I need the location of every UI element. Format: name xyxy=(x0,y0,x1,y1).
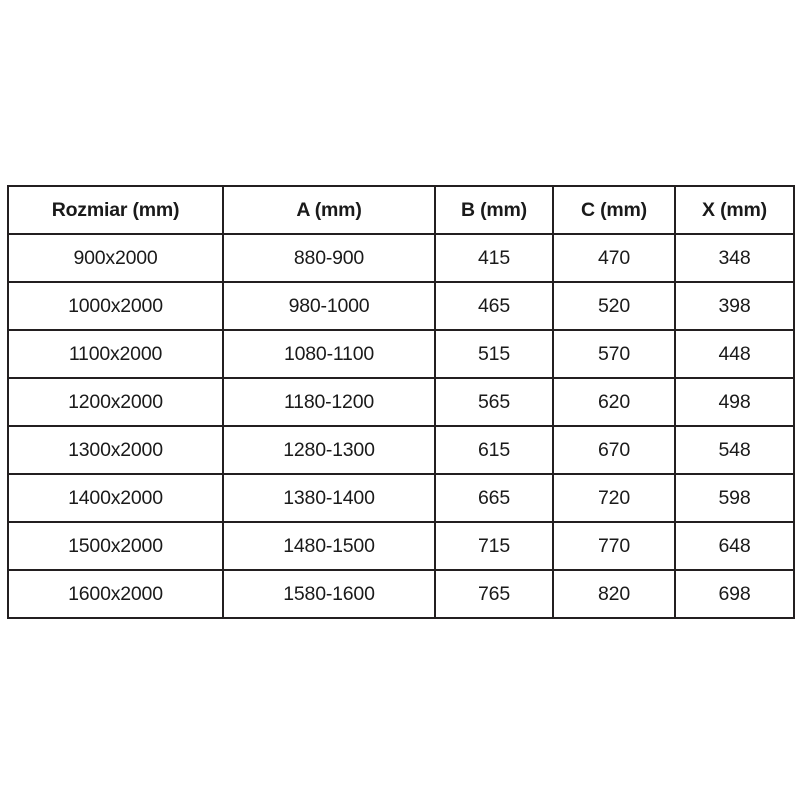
cell-size: 1500x2000 xyxy=(7,521,224,571)
cell-size: 1100x2000 xyxy=(7,329,224,379)
cell-b: 715 xyxy=(434,521,554,571)
cell-x: 398 xyxy=(674,281,795,331)
cell-b: 465 xyxy=(434,281,554,331)
cell-a: 980-1000 xyxy=(222,281,436,331)
column-header-size: Rozmiar (mm) xyxy=(7,185,224,235)
cell-size: 1000x2000 xyxy=(7,281,224,331)
table-row: 1600x2000 1580-1600 765 820 698 xyxy=(7,569,795,619)
cell-a: 1180-1200 xyxy=(222,377,436,427)
cell-size: 1400x2000 xyxy=(7,473,224,523)
table-header-row: Rozmiar (mm) A (mm) B (mm) C (mm) X (mm) xyxy=(7,185,795,235)
cell-size: 900x2000 xyxy=(7,233,224,283)
cell-b: 765 xyxy=(434,569,554,619)
cell-size: 1600x2000 xyxy=(7,569,224,619)
table-row: 1500x2000 1480-1500 715 770 648 xyxy=(7,521,795,571)
cell-c: 520 xyxy=(552,281,676,331)
column-header-a: A (mm) xyxy=(222,185,436,235)
cell-b: 665 xyxy=(434,473,554,523)
table-row: 900x2000 880-900 415 470 348 xyxy=(7,233,795,283)
cell-a: 1580-1600 xyxy=(222,569,436,619)
table-header: Rozmiar (mm) A (mm) B (mm) C (mm) X (mm) xyxy=(7,185,795,235)
cell-c: 670 xyxy=(552,425,676,475)
cell-b: 565 xyxy=(434,377,554,427)
column-header-x: X (mm) xyxy=(674,185,795,235)
table-row: 1300x2000 1280-1300 615 670 548 xyxy=(7,425,795,475)
cell-x: 648 xyxy=(674,521,795,571)
cell-c: 720 xyxy=(552,473,676,523)
cell-x: 498 xyxy=(674,377,795,427)
column-header-b: B (mm) xyxy=(434,185,554,235)
cell-a: 880-900 xyxy=(222,233,436,283)
cell-a: 1280-1300 xyxy=(222,425,436,475)
cell-a: 1380-1400 xyxy=(222,473,436,523)
cell-size: 1300x2000 xyxy=(7,425,224,475)
cell-b: 615 xyxy=(434,425,554,475)
cell-b: 515 xyxy=(434,329,554,379)
table-body: 900x2000 880-900 415 470 348 1000x2000 9… xyxy=(7,233,795,619)
cell-size: 1200x2000 xyxy=(7,377,224,427)
cell-a: 1480-1500 xyxy=(222,521,436,571)
cell-x: 548 xyxy=(674,425,795,475)
cell-a: 1080-1100 xyxy=(222,329,436,379)
dimensions-table: Rozmiar (mm) A (mm) B (mm) C (mm) X (mm)… xyxy=(7,185,795,619)
cell-x: 598 xyxy=(674,473,795,523)
cell-c: 570 xyxy=(552,329,676,379)
table-row: 1400x2000 1380-1400 665 720 598 xyxy=(7,473,795,523)
cell-x: 698 xyxy=(674,569,795,619)
cell-x: 348 xyxy=(674,233,795,283)
cell-c: 470 xyxy=(552,233,676,283)
column-header-c: C (mm) xyxy=(552,185,676,235)
table-row: 1100x2000 1080-1100 515 570 448 xyxy=(7,329,795,379)
cell-c: 820 xyxy=(552,569,676,619)
cell-c: 770 xyxy=(552,521,676,571)
cell-x: 448 xyxy=(674,329,795,379)
table-row: 1000x2000 980-1000 465 520 398 xyxy=(7,281,795,331)
cell-c: 620 xyxy=(552,377,676,427)
dimensions-table-container: Rozmiar (mm) A (mm) B (mm) C (mm) X (mm)… xyxy=(7,185,795,619)
table-row: 1200x2000 1180-1200 565 620 498 xyxy=(7,377,795,427)
cell-b: 415 xyxy=(434,233,554,283)
